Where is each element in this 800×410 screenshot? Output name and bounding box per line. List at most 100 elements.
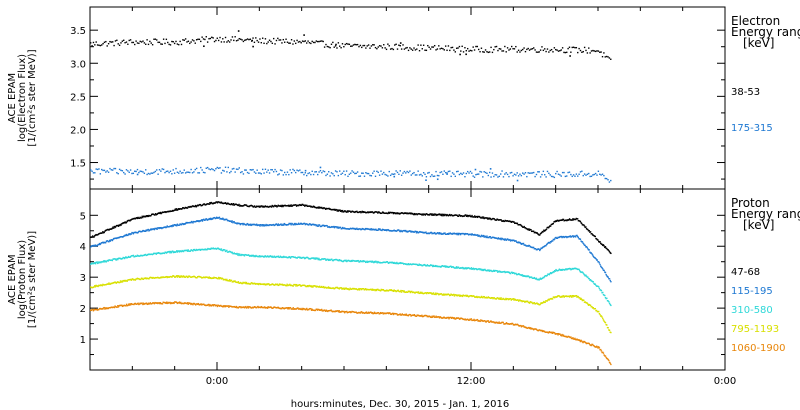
data-point	[421, 291, 423, 294]
data-point	[413, 231, 416, 233]
data-point	[469, 170, 472, 173]
data-point	[324, 309, 326, 312]
data-point	[369, 47, 371, 49]
data-point	[129, 255, 132, 258]
data-point	[541, 46, 543, 48]
data-point	[325, 174, 327, 177]
data-point	[231, 36, 234, 38]
data-point	[569, 235, 571, 237]
data-point	[396, 171, 399, 174]
data-point	[337, 42, 340, 44]
data-point	[228, 306, 230, 308]
data-point	[288, 173, 290, 176]
data-point	[370, 227, 372, 230]
data-point	[425, 176, 428, 178]
data-point	[397, 289, 399, 292]
data-point	[356, 210, 358, 213]
data-point	[481, 269, 483, 272]
data-point	[96, 244, 99, 247]
data-point	[230, 221, 233, 223]
data-point	[182, 250, 185, 253]
data-point	[142, 40, 144, 42]
data-point	[282, 38, 285, 41]
data-point	[228, 280, 230, 282]
data-point	[369, 174, 371, 177]
data-point	[479, 269, 481, 271]
data-point	[462, 267, 464, 270]
data-point	[420, 292, 422, 294]
data-point	[516, 179, 519, 182]
data-point	[370, 260, 372, 262]
data-point	[457, 170, 459, 173]
data-point	[327, 310, 329, 313]
data-point	[411, 172, 414, 175]
data-point	[137, 231, 139, 234]
data-point	[134, 255, 136, 258]
data-point	[491, 51, 494, 54]
data-point	[288, 308, 290, 310]
data-point	[225, 279, 227, 282]
data-point	[564, 269, 566, 271]
data-point	[127, 43, 129, 45]
data-point	[308, 308, 310, 311]
data-point	[457, 47, 459, 49]
data-point	[606, 324, 608, 326]
data-point	[347, 287, 349, 290]
data-point	[317, 258, 319, 261]
data-point	[381, 212, 383, 214]
data-point	[402, 262, 404, 264]
data-point	[373, 212, 375, 214]
data-point	[396, 48, 399, 50]
data-point	[290, 204, 292, 206]
data-point	[316, 309, 319, 311]
data-point	[466, 170, 469, 173]
data-point	[532, 230, 535, 232]
data-point	[270, 306, 272, 308]
data-point	[402, 290, 404, 292]
data-point	[324, 207, 326, 210]
data-point	[336, 227, 338, 229]
data-point	[592, 307, 594, 309]
data-point	[179, 170, 181, 172]
data-point	[534, 175, 536, 178]
data-point	[483, 51, 485, 53]
data-point	[123, 257, 125, 259]
data-point	[255, 224, 257, 226]
data-point	[557, 50, 560, 52]
data-point	[136, 255, 138, 258]
data-point	[490, 46, 492, 49]
data-point	[435, 214, 437, 217]
data-point	[260, 173, 263, 175]
data-point	[127, 256, 129, 259]
data-point	[528, 275, 530, 278]
data-point	[155, 253, 158, 255]
data-point	[581, 51, 583, 53]
data-point	[315, 257, 317, 259]
data-point	[468, 50, 470, 52]
data-point	[381, 47, 384, 49]
data-point	[299, 40, 301, 43]
data-point	[329, 286, 331, 289]
data-point	[184, 276, 187, 278]
data-point	[459, 214, 461, 217]
data-point	[404, 229, 407, 232]
data-point	[438, 233, 440, 235]
data-point	[499, 298, 502, 300]
data-point	[175, 209, 177, 211]
data-point	[459, 318, 461, 320]
data-point	[287, 204, 290, 207]
data-point	[480, 319, 482, 321]
data-point	[272, 171, 275, 173]
data-point	[281, 169, 283, 172]
data-point	[370, 175, 373, 177]
data-point	[395, 170, 397, 172]
data-point	[381, 312, 384, 314]
data-point	[461, 173, 463, 176]
data-point	[170, 225, 173, 227]
data-point	[607, 179, 609, 181]
data-point	[526, 300, 529, 302]
data-point	[370, 311, 372, 314]
data-point	[321, 40, 323, 42]
data-point	[149, 40, 151, 43]
data-point	[101, 285, 103, 287]
